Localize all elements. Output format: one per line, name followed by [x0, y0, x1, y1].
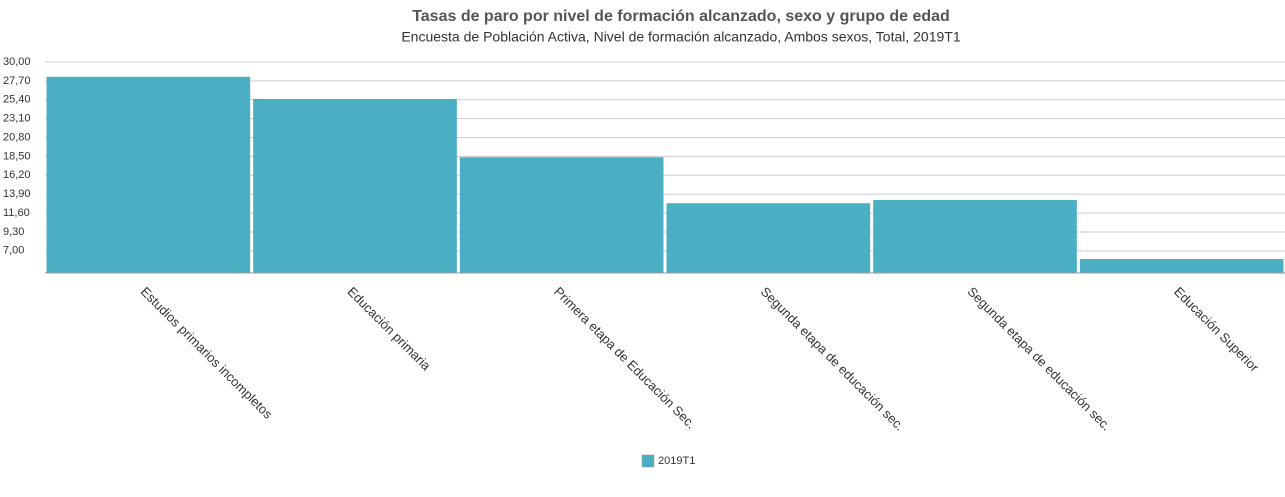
y-tick-label: 9,30	[3, 226, 24, 238]
legend-label: 2019T1	[658, 455, 695, 467]
bar	[253, 98, 457, 273]
bar	[873, 199, 1077, 273]
bar	[46, 76, 251, 273]
y-tick-label: 16,20	[3, 169, 31, 181]
y-tick-label: 23,10	[3, 113, 31, 125]
bar	[666, 203, 871, 273]
legend-swatch	[641, 454, 655, 468]
x-tick-label: Segunda etapa de educación sec.	[758, 284, 908, 434]
y-tick-label: 18,50	[3, 150, 31, 162]
x-tick-label: Estudios primarios incompletos	[138, 284, 276, 422]
bar	[1079, 259, 1284, 273]
y-tick-label: 20,80	[3, 131, 31, 143]
y-tick-label: 30,00	[3, 56, 31, 68]
x-tick-label: Primera etapa de Educación Sec.	[551, 284, 699, 432]
x-tick-label: Segunda etapa de educación sec.	[964, 284, 1114, 434]
x-tick-label: Educación primaria	[344, 284, 434, 374]
y-tick-label: 13,90	[3, 188, 31, 200]
y-tick-label: 27,70	[3, 75, 31, 87]
y-tick-label: 25,40	[3, 94, 31, 106]
bar	[459, 157, 664, 273]
x-tick-label: Educación Superior	[1171, 284, 1262, 375]
y-tick-label: 11,60	[3, 207, 30, 219]
chart-title: Tasas de paro por nivel de formación alc…	[412, 8, 950, 25]
chart-subtitle: Encuesta de Población Activa, Nivel de f…	[401, 29, 961, 45]
y-tick-label: 7,00	[3, 245, 24, 257]
